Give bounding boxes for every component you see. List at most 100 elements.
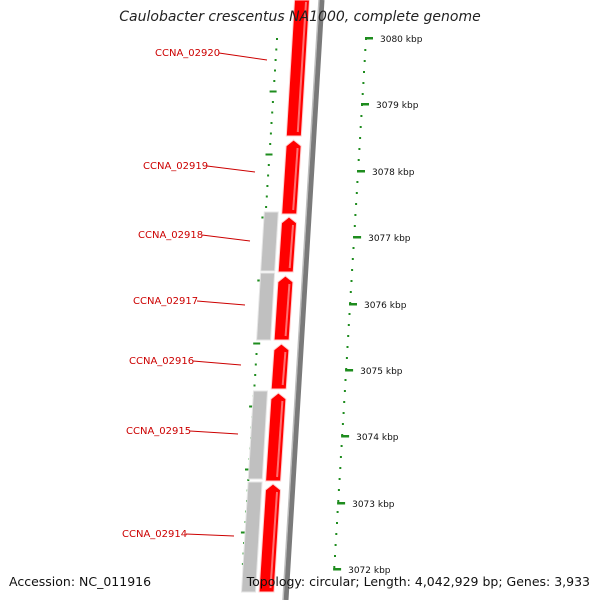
ruler-tick bbox=[334, 555, 336, 557]
scale-major-tick bbox=[353, 236, 362, 239]
gene-block-shine bbox=[292, 147, 299, 211]
gene-label: CCNA_02919 bbox=[143, 161, 208, 172]
ruler-tick bbox=[360, 115, 363, 117]
ruler-tick bbox=[254, 363, 257, 366]
gene-block-shine bbox=[281, 351, 287, 386]
ruler-tick bbox=[359, 137, 362, 139]
gene-track bbox=[240, 0, 325, 600]
ruler-tick bbox=[275, 48, 278, 51]
gene-block-grey bbox=[260, 211, 279, 272]
gene-block-grey bbox=[256, 272, 276, 341]
ruler-tick bbox=[343, 390, 346, 392]
gene-block-shine bbox=[276, 400, 284, 478]
scale-major-tick bbox=[361, 103, 369, 106]
ruler-tick bbox=[254, 374, 257, 376]
ruler-tick bbox=[337, 500, 340, 502]
ruler-tick bbox=[351, 258, 354, 260]
ruler-tick bbox=[344, 379, 347, 381]
ruler-tick bbox=[274, 59, 277, 61]
ruler-tick bbox=[355, 203, 358, 205]
gene-label: CCNA_02920 bbox=[155, 48, 220, 59]
scale-label: 3079 kbp bbox=[376, 101, 419, 111]
ruler-tick bbox=[240, 531, 248, 534]
gene-block-shine bbox=[288, 224, 294, 269]
ruler-tick bbox=[335, 533, 338, 535]
ruler-tick bbox=[358, 148, 361, 150]
genome-summary-text: Topology: circular; Length: 4,042,929 bp… bbox=[246, 574, 590, 589]
scale-major-tick bbox=[341, 435, 350, 438]
scale-label: 3080 kbp bbox=[380, 35, 423, 45]
gene-label: CCNA_02915 bbox=[126, 426, 191, 437]
scale-major-tick bbox=[333, 568, 342, 571]
ruler-tick bbox=[337, 489, 340, 491]
ruler-tick bbox=[340, 445, 343, 447]
ruler-tick bbox=[270, 122, 273, 124]
scale-major-tick bbox=[345, 369, 354, 372]
ruler-tick bbox=[338, 478, 341, 480]
ruler-tick bbox=[339, 456, 342, 458]
ruler-tick bbox=[353, 225, 356, 227]
ruler-tick bbox=[265, 153, 273, 156]
gene-block-grey bbox=[247, 390, 269, 480]
gene-label: CCNA_02914 bbox=[122, 529, 187, 540]
gene-label: CCNA_02917 bbox=[133, 296, 198, 307]
gene-labels: CCNA_02920 CCNA_02919 CCNA_02918 CCNA_02917… bbox=[122, 48, 268, 540]
ruler-tick bbox=[336, 511, 339, 513]
ruler-tick bbox=[342, 412, 345, 414]
ruler-tick bbox=[271, 101, 274, 103]
ruler-tick bbox=[255, 353, 258, 355]
scale-major-tick bbox=[349, 303, 357, 306]
ruler-tick bbox=[351, 269, 354, 271]
backbone-highlight bbox=[282, 0, 320, 600]
gene-label-leader bbox=[201, 234, 251, 242]
ruler-tick bbox=[363, 71, 365, 73]
gene-label-leader bbox=[189, 430, 239, 435]
ruler-tick bbox=[269, 90, 277, 93]
ruler-tick bbox=[336, 522, 338, 524]
ruler-tick bbox=[362, 82, 365, 84]
scale-label: 3074 kbp bbox=[356, 433, 399, 443]
ruler-tick bbox=[274, 69, 276, 72]
ruler-tick bbox=[269, 143, 272, 145]
ruler-tick bbox=[355, 192, 358, 194]
ruler-tick bbox=[253, 342, 261, 345]
ruler-tick bbox=[271, 111, 274, 114]
ruler-tick bbox=[343, 401, 346, 403]
ruler-tick bbox=[350, 280, 353, 282]
scale-label: 3075 kbp bbox=[360, 367, 403, 377]
scale-label: 3078 kbp bbox=[372, 168, 415, 178]
ruler-tick bbox=[267, 164, 270, 166]
gene-label: CCNA_02918 bbox=[138, 230, 203, 241]
ruler-tick bbox=[359, 126, 362, 128]
scale-label: 3077 kbp bbox=[368, 234, 411, 244]
ruler-tick bbox=[266, 185, 269, 187]
scale-major-tick bbox=[337, 502, 346, 505]
ruler-tick bbox=[247, 479, 250, 481]
ruler-tick bbox=[347, 324, 350, 326]
ruler-tick bbox=[265, 195, 268, 198]
scale-label: 3076 kbp bbox=[364, 301, 407, 311]
scale-label: 3072 kbp bbox=[348, 566, 391, 576]
scale-major-tick bbox=[365, 37, 373, 40]
ruler-tick bbox=[333, 566, 336, 568]
scale-major-tick bbox=[357, 170, 365, 173]
ruler-tick bbox=[361, 93, 364, 95]
ruler-tick bbox=[347, 335, 350, 337]
ruler-tick bbox=[357, 159, 360, 161]
gene-block-shine bbox=[269, 491, 278, 589]
gene-block-shine bbox=[296, 1, 307, 133]
gene-label: CCNA_02916 bbox=[129, 356, 194, 367]
ruler-tick bbox=[363, 60, 366, 62]
gene-label-leader bbox=[196, 300, 246, 306]
gene-label-leader bbox=[192, 360, 242, 366]
gene-block-red bbox=[270, 343, 290, 390]
ruler-tick bbox=[346, 346, 349, 348]
map-title: Caulobacter crescentus NA1000, complete … bbox=[119, 9, 481, 25]
ruler-tick bbox=[273, 80, 276, 82]
ruler-tick bbox=[348, 313, 351, 315]
ruler-tick bbox=[334, 544, 337, 546]
gene-label-leader bbox=[218, 52, 268, 61]
gene-block-shine bbox=[284, 283, 291, 337]
scale-label: 3073 kbp bbox=[352, 500, 395, 510]
